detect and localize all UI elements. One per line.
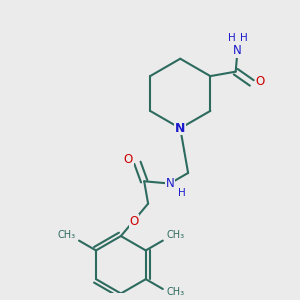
Text: O: O (124, 153, 133, 166)
Text: O: O (256, 75, 265, 88)
Text: H: H (178, 188, 186, 198)
Text: H: H (228, 34, 236, 44)
Text: N: N (175, 122, 185, 135)
Text: N: N (165, 177, 174, 190)
Text: O: O (129, 214, 139, 228)
Text: CH₃: CH₃ (167, 287, 184, 297)
Text: H: H (240, 34, 248, 44)
Text: CH₃: CH₃ (167, 230, 184, 240)
Text: N: N (233, 44, 242, 57)
Text: CH₃: CH₃ (57, 230, 75, 240)
